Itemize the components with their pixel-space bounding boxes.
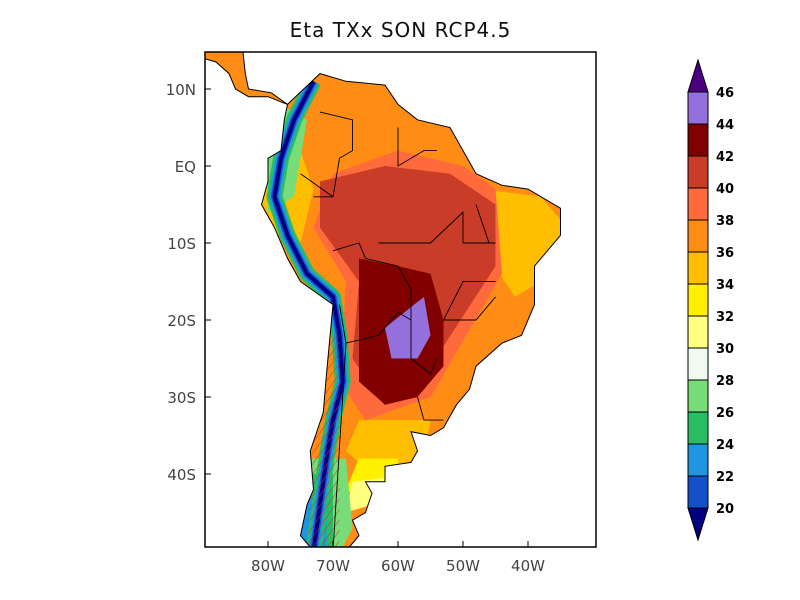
lon-tick-label: 40W [511, 557, 545, 575]
colorbar-segment [687, 411, 709, 445]
lon-tick-label: 60W [381, 557, 415, 575]
lon-tick-label: 70W [316, 557, 350, 575]
colorbar-label: 24 [716, 438, 734, 453]
colorbar-max-arrow [687, 58, 709, 93]
colorbar-segment [687, 475, 709, 509]
lat-tick-label: EQ [175, 158, 196, 176]
colorbar-segment [687, 123, 709, 157]
colorbar-segment [687, 219, 709, 253]
colorbar-segment [687, 283, 709, 317]
colorbar-segment [687, 347, 709, 381]
hatching-area [307, 335, 340, 547]
lat-tick-label: 40S [167, 466, 196, 484]
colorbar-label: 32 [716, 310, 734, 325]
border-line [417, 396, 444, 421]
border-line [397, 127, 437, 167]
plot-title: Eta TXx SON RCP4.5 [289, 18, 512, 42]
lat-tick-label: 10S [167, 235, 196, 253]
colorbar-segment [687, 187, 709, 221]
border-line [378, 211, 464, 244]
colorbar-segment [687, 251, 709, 285]
border-line [442, 281, 496, 321]
border-line [300, 173, 334, 198]
colorbar-label: 44 [716, 118, 734, 133]
lon-tick-label: 80W [251, 557, 285, 575]
colorbar-segment [687, 91, 709, 125]
colorbar: 20 22 24 26 28 30 32 34 36 38 40 42 44 46 [687, 58, 734, 542]
colorbar-label: 28 [716, 374, 734, 389]
colorbar-label: 38 [716, 214, 734, 229]
colorbar-segment [687, 443, 709, 477]
lat-tick-label: 30S [167, 389, 196, 407]
colorbar-label: 40 [716, 182, 734, 197]
border-line [339, 304, 438, 375]
colorbar-label: 20 [716, 502, 734, 517]
coastline [205, 52, 561, 547]
country-borders [300, 111, 496, 547]
border-line [475, 204, 490, 244]
temperature-field [205, 52, 561, 547]
lat-tick-label: 20S [167, 312, 196, 330]
border-line [332, 343, 347, 547]
colorbar-segment [687, 155, 709, 189]
border-line [313, 111, 353, 198]
lat-tick-label: 10N [166, 81, 196, 99]
region-44-46 [385, 296, 431, 359]
colorbar-label: 22 [716, 470, 734, 485]
colorbar-label: 26 [716, 406, 734, 421]
colorbar-label: 36 [716, 246, 734, 261]
colorbar-min-arrow [687, 507, 709, 542]
colorbar-segment [687, 379, 709, 413]
lon-axis: 80W 70W 60W 50W 40W [251, 541, 545, 575]
border-line [332, 242, 412, 320]
lat-axis: 10N EQ 10S 20S 30S 40S [166, 81, 211, 484]
colorbar-label: 42 [716, 150, 734, 165]
lon-tick-label: 50W [446, 557, 480, 575]
colorbar-segment [687, 315, 709, 349]
colorbar-label: 34 [716, 278, 734, 293]
map-frame [204, 51, 597, 548]
colorbar-label: 46 [716, 86, 734, 101]
colorbar-label: 30 [716, 342, 734, 357]
